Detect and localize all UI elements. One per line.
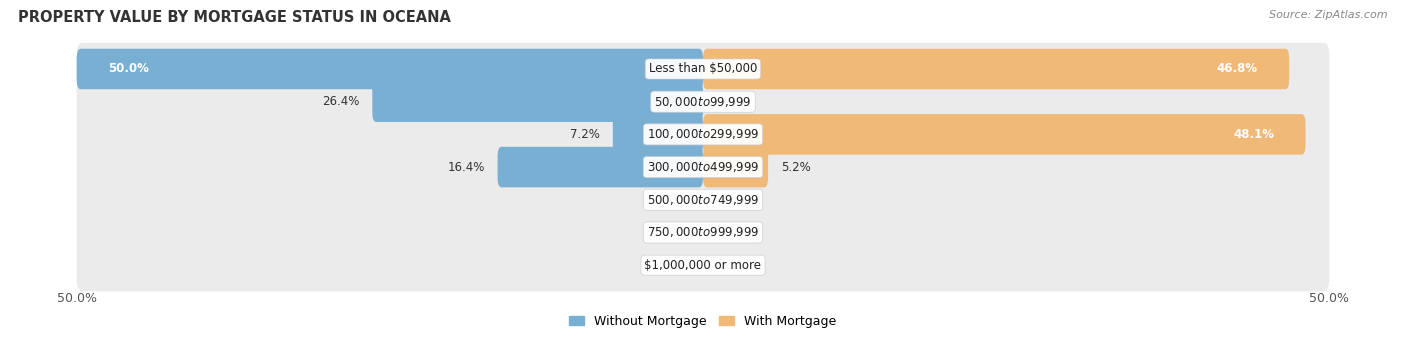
Legend: Without Mortgage, With Mortgage: Without Mortgage, With Mortgage: [564, 310, 842, 333]
FancyBboxPatch shape: [77, 43, 1329, 95]
FancyBboxPatch shape: [703, 114, 1306, 155]
FancyBboxPatch shape: [77, 206, 1329, 258]
FancyBboxPatch shape: [77, 76, 1329, 128]
Text: $750,000 to $999,999: $750,000 to $999,999: [647, 225, 759, 239]
Text: $500,000 to $749,999: $500,000 to $749,999: [647, 193, 759, 207]
Text: 50.0%: 50.0%: [108, 62, 149, 75]
Text: 46.8%: 46.8%: [1216, 62, 1258, 75]
Text: 0.0%: 0.0%: [658, 193, 688, 206]
FancyBboxPatch shape: [498, 147, 703, 187]
FancyBboxPatch shape: [77, 141, 1329, 193]
Text: PROPERTY VALUE BY MORTGAGE STATUS IN OCEANA: PROPERTY VALUE BY MORTGAGE STATUS IN OCE…: [18, 10, 451, 25]
Text: 0.0%: 0.0%: [718, 226, 748, 239]
Text: 5.2%: 5.2%: [780, 161, 810, 174]
Text: $300,000 to $499,999: $300,000 to $499,999: [647, 160, 759, 174]
Text: 16.4%: 16.4%: [447, 161, 485, 174]
Text: $100,000 to $299,999: $100,000 to $299,999: [647, 128, 759, 142]
Text: 7.2%: 7.2%: [571, 128, 600, 141]
Text: 48.1%: 48.1%: [1233, 128, 1274, 141]
Text: 0.0%: 0.0%: [718, 193, 748, 206]
Text: Source: ZipAtlas.com: Source: ZipAtlas.com: [1270, 10, 1388, 20]
FancyBboxPatch shape: [703, 49, 1289, 89]
Text: $1,000,000 or more: $1,000,000 or more: [644, 259, 762, 272]
FancyBboxPatch shape: [77, 239, 1329, 291]
Text: Less than $50,000: Less than $50,000: [648, 62, 758, 75]
FancyBboxPatch shape: [77, 174, 1329, 226]
Text: 0.0%: 0.0%: [718, 259, 748, 272]
FancyBboxPatch shape: [77, 108, 1329, 161]
Text: 0.0%: 0.0%: [718, 95, 748, 108]
Text: $50,000 to $99,999: $50,000 to $99,999: [654, 95, 752, 109]
FancyBboxPatch shape: [373, 81, 703, 122]
FancyBboxPatch shape: [613, 114, 703, 155]
FancyBboxPatch shape: [77, 49, 703, 89]
Text: 26.4%: 26.4%: [322, 95, 360, 108]
Text: 0.0%: 0.0%: [658, 226, 688, 239]
Text: 0.0%: 0.0%: [658, 259, 688, 272]
FancyBboxPatch shape: [703, 147, 768, 187]
